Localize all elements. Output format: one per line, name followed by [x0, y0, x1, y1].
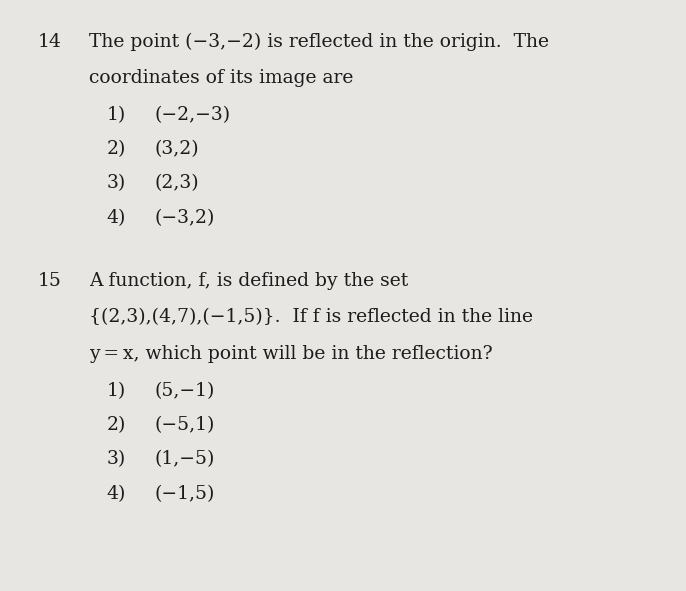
- Text: 14: 14: [38, 33, 62, 50]
- Text: (−5,1): (−5,1): [154, 416, 215, 434]
- Text: 4): 4): [106, 485, 126, 502]
- Text: 1): 1): [106, 106, 126, 124]
- Text: 3): 3): [106, 450, 126, 468]
- Text: (5,−1): (5,−1): [154, 382, 215, 400]
- Text: 2): 2): [106, 140, 126, 158]
- Text: 1): 1): [106, 382, 126, 400]
- Text: (−2,−3): (−2,−3): [154, 106, 230, 124]
- Text: {(2,3),(4,7),(−1,5)}.  If f is reflected in the line: {(2,3),(4,7),(−1,5)}. If f is reflected …: [89, 309, 533, 326]
- Text: coordinates of its image are: coordinates of its image are: [89, 69, 353, 87]
- Text: (2,3): (2,3): [154, 174, 199, 192]
- Text: 4): 4): [106, 209, 126, 226]
- Text: 15: 15: [38, 272, 62, 290]
- Text: (−3,2): (−3,2): [154, 209, 215, 226]
- Text: 3): 3): [106, 174, 126, 192]
- Text: (1,−5): (1,−5): [154, 450, 215, 468]
- Text: The point (−3,−2) is reflected in the origin.  The: The point (−3,−2) is reflected in the or…: [89, 33, 549, 51]
- Text: y = x, which point will be in the reflection?: y = x, which point will be in the reflec…: [89, 345, 493, 363]
- Text: 2): 2): [106, 416, 126, 434]
- Text: (3,2): (3,2): [154, 140, 199, 158]
- Text: (−1,5): (−1,5): [154, 485, 215, 502]
- Text: A function, f, is defined by the set: A function, f, is defined by the set: [89, 272, 408, 290]
